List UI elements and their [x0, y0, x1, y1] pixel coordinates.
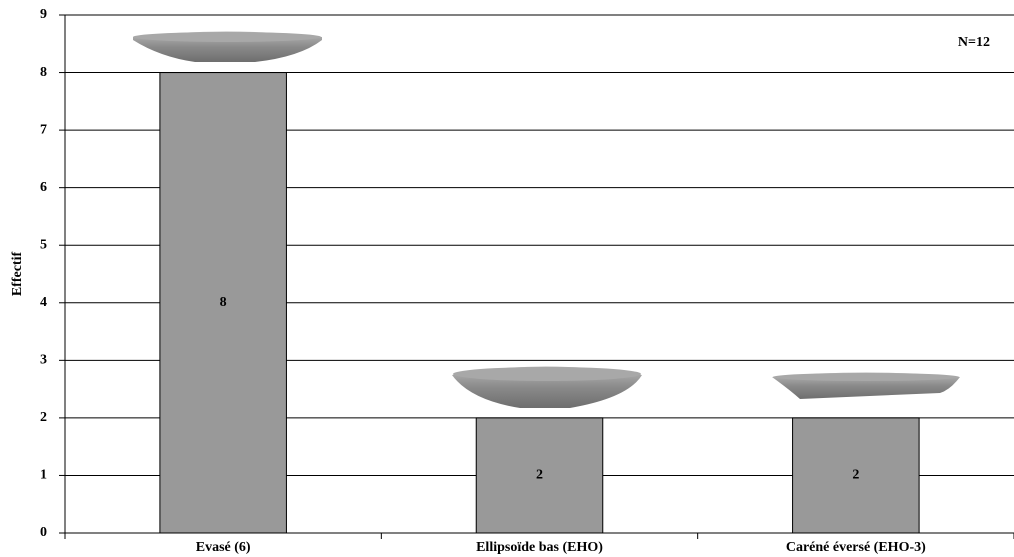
bowl-rim: [133, 32, 321, 42]
x-tick-label: Evasé (6): [196, 540, 251, 555]
bowl-rim: [453, 367, 641, 381]
bar: [792, 417, 920, 534]
bowl-rim: [773, 373, 959, 381]
y-tick-label: 4: [40, 295, 47, 310]
y-tick-label: 0: [40, 525, 47, 540]
y-tick-label: 7: [40, 122, 47, 137]
y-tick-label: 1: [40, 468, 47, 483]
value-label: 8: [220, 295, 227, 310]
y-axis-label: Effectif: [10, 252, 25, 297]
x-tick-label: Ellipsoïde bas (EHO): [476, 540, 603, 555]
y-tick-label: 8: [40, 65, 47, 80]
y-tick-label: 9: [40, 7, 47, 22]
value-label: 2: [852, 468, 859, 483]
y-tick-label: 6: [40, 180, 47, 195]
annotation: N=12: [958, 35, 990, 50]
y-tick-label: 3: [40, 353, 47, 368]
value-label: 2: [536, 468, 543, 483]
y-tick-label: 2: [40, 410, 47, 425]
x-tick-label: Caréné éversé (EHO-3): [786, 540, 926, 555]
bowl-illustrations: [133, 31, 960, 408]
y-tick-label: 5: [40, 237, 47, 252]
bar: [475, 417, 604, 534]
bar: [159, 72, 287, 534]
